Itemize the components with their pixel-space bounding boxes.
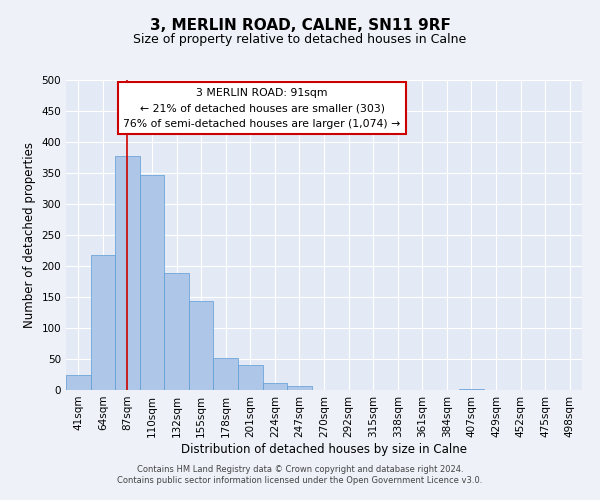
Bar [91,255,115,390]
Text: 3 MERLIN ROAD: 91sqm
← 21% of detached houses are smaller (303)
76% of semi-deta: 3 MERLIN ROAD: 91sqm ← 21% of detached h… [124,88,401,129]
Bar [66,374,91,390]
Bar [115,156,140,390]
Bar [214,358,238,390]
Text: 3, MERLIN ROAD, CALNE, SN11 9RF: 3, MERLIN ROAD, CALNE, SN11 9RF [149,18,451,32]
Text: Contains public sector information licensed under the Open Government Licence v3: Contains public sector information licen… [118,476,482,485]
Bar [140,175,164,390]
Y-axis label: Number of detached properties: Number of detached properties [23,142,36,328]
Bar [164,273,189,390]
Text: Contains HM Land Registry data © Crown copyright and database right 2024.: Contains HM Land Registry data © Crown c… [137,465,463,474]
Bar [287,386,312,390]
Bar [263,382,287,390]
Bar [459,389,484,390]
X-axis label: Distribution of detached houses by size in Calne: Distribution of detached houses by size … [181,442,467,456]
Text: Size of property relative to detached houses in Calne: Size of property relative to detached ho… [133,32,467,46]
Bar [238,365,263,390]
Bar [189,300,214,390]
